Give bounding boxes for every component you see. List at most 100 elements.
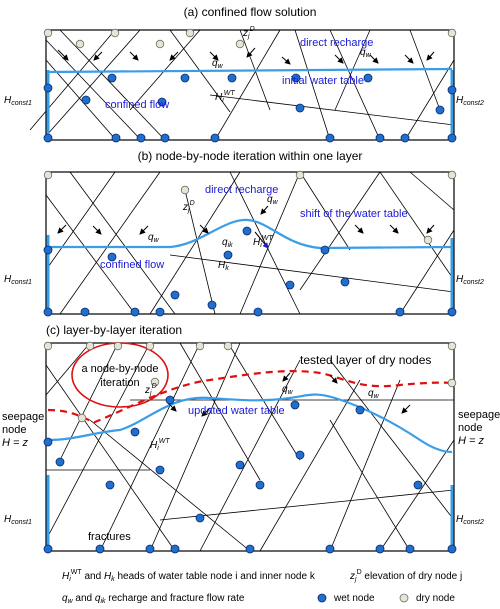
dry-node: [77, 413, 87, 423]
wet-node: [435, 105, 445, 115]
panel-c-node-by-node-line1: a node-by-node: [81, 363, 158, 375]
wet-node: [43, 307, 53, 317]
legend-heads: HiWT and Hk heads of water table node i …: [62, 569, 316, 583]
wet-node: [55, 457, 65, 467]
panel-a-Hconst1-label: Hconst1: [4, 95, 32, 107]
panel-b-Hconst1-label: Hconst1: [4, 274, 32, 286]
dry-node: [150, 377, 160, 387]
panel-c-tested-layer: [47, 370, 453, 424]
panel-a-wet-nodes: [43, 73, 457, 143]
panel-b-HWT-label: HiWT: [253, 235, 273, 249]
dry-node: [447, 28, 457, 38]
wet-node: [405, 544, 415, 554]
wet-node: [235, 460, 245, 470]
panel-a-zD-label: zjD: [242, 26, 255, 40]
panel-a-initial-water-table: initial water table: [282, 75, 364, 87]
dry-node: [43, 170, 53, 180]
panel-b-water-table: [48, 218, 453, 250]
dry-node: [235, 39, 245, 49]
panel-b: (b) node-by-node iteration within one la…: [4, 149, 484, 317]
panel-c-fractures-label: fractures: [88, 531, 131, 543]
panel-c-qw-label-2: qw: [368, 388, 380, 400]
panel-c-seepage-left-1: seepage: [2, 411, 44, 423]
wet-node: [355, 405, 365, 415]
legend-dry-node: dry node: [416, 593, 455, 604]
dry-node: [447, 341, 457, 351]
panel-b-Hk-label: Hk: [218, 260, 229, 272]
wet-node: [130, 427, 140, 437]
panel-a-qw-label-2: qw: [360, 47, 372, 59]
wet-node: [111, 133, 121, 143]
panel-b-Hconst2-label: Hconst2: [456, 274, 484, 286]
wet-node: [227, 73, 237, 83]
wet-node: [363, 73, 373, 83]
wet-node: [43, 83, 53, 93]
panel-a-dry-nodes: [43, 28, 457, 49]
wet-node: [320, 245, 330, 255]
panel-c-Hconst2-label: Hconst2: [456, 514, 484, 526]
wet-node: [170, 544, 180, 554]
dry-node: [447, 378, 457, 388]
dry-node: [180, 185, 190, 195]
panel-a-recharge-arrows: [57, 47, 435, 65]
panel-c-title: (c) layer-by-layer iteration: [46, 323, 182, 337]
dry-node: [85, 341, 95, 351]
panel-c-seepage-right-2: node: [458, 422, 482, 434]
wet-node: [130, 307, 140, 317]
panel-c-updated-water-table: updated water table: [188, 405, 285, 417]
wet-node: [413, 480, 423, 490]
panel-b-qw-label: qw: [148, 232, 160, 244]
panel-c-recharge-arrows: [167, 372, 411, 417]
dry-node: [113, 341, 123, 351]
legend-wet-node: wet node: [333, 593, 375, 604]
wet-node: [95, 544, 105, 554]
panel-b-frame: [45, 171, 455, 315]
panel-a-title: (a) confined flow solution: [184, 5, 317, 19]
wet-node: [340, 277, 350, 287]
wet-node: [400, 133, 410, 143]
wet-node: [107, 73, 117, 83]
panel-a-HWT-label: HiWT: [215, 90, 235, 104]
wet-node: [447, 133, 457, 143]
panel-c-seepage-right-3: H = z: [458, 435, 484, 447]
panel-c-dry-nodes: [43, 341, 457, 423]
dry-node: [223, 341, 233, 351]
wet-node: [375, 133, 385, 143]
wet-node: [325, 544, 335, 554]
dry-node: [155, 39, 165, 49]
wet-node: [290, 400, 300, 410]
wet-node: [242, 226, 252, 236]
dry-node: [75, 39, 85, 49]
wet-node: [375, 544, 385, 554]
wet-node: [105, 480, 115, 490]
panel-b-direct-recharge: direct recharge: [205, 184, 278, 196]
dry-node: [43, 28, 53, 38]
dry-node: [195, 341, 205, 351]
wet-node: [395, 307, 405, 317]
panel-b-qw-top-label: qw: [267, 194, 279, 206]
wet-node: [325, 133, 335, 143]
wet-node: [43, 437, 53, 447]
legend-dry-node-icon: [399, 593, 409, 603]
panel-b-shift-label: shift of the water table: [300, 208, 408, 220]
wet-node: [180, 73, 190, 83]
wet-node: [295, 450, 305, 460]
panel-b-qik-label: qik: [222, 237, 233, 249]
wet-node: [81, 95, 91, 105]
panel-c-water-table: [47, 393, 453, 454]
wet-node: [160, 133, 170, 143]
panel-b-title: (b) node-by-node iteration within one la…: [138, 149, 363, 163]
panel-c-node-by-node-ellipse: [71, 342, 169, 408]
panel-a-Hconst2-label: Hconst2: [456, 95, 484, 107]
wet-node: [157, 97, 167, 107]
panel-b-zD-label: zjD: [182, 200, 195, 214]
dry-node: [295, 170, 305, 180]
wet-node: [107, 252, 117, 262]
panel-c-qw-label: qw: [282, 384, 294, 396]
panel-a-direct-recharge: direct recharge: [300, 37, 373, 49]
wet-node: [223, 250, 233, 260]
wet-node: [295, 103, 305, 113]
wet-node: [253, 307, 263, 317]
wet-node: [255, 480, 265, 490]
wet-node: [447, 307, 457, 317]
